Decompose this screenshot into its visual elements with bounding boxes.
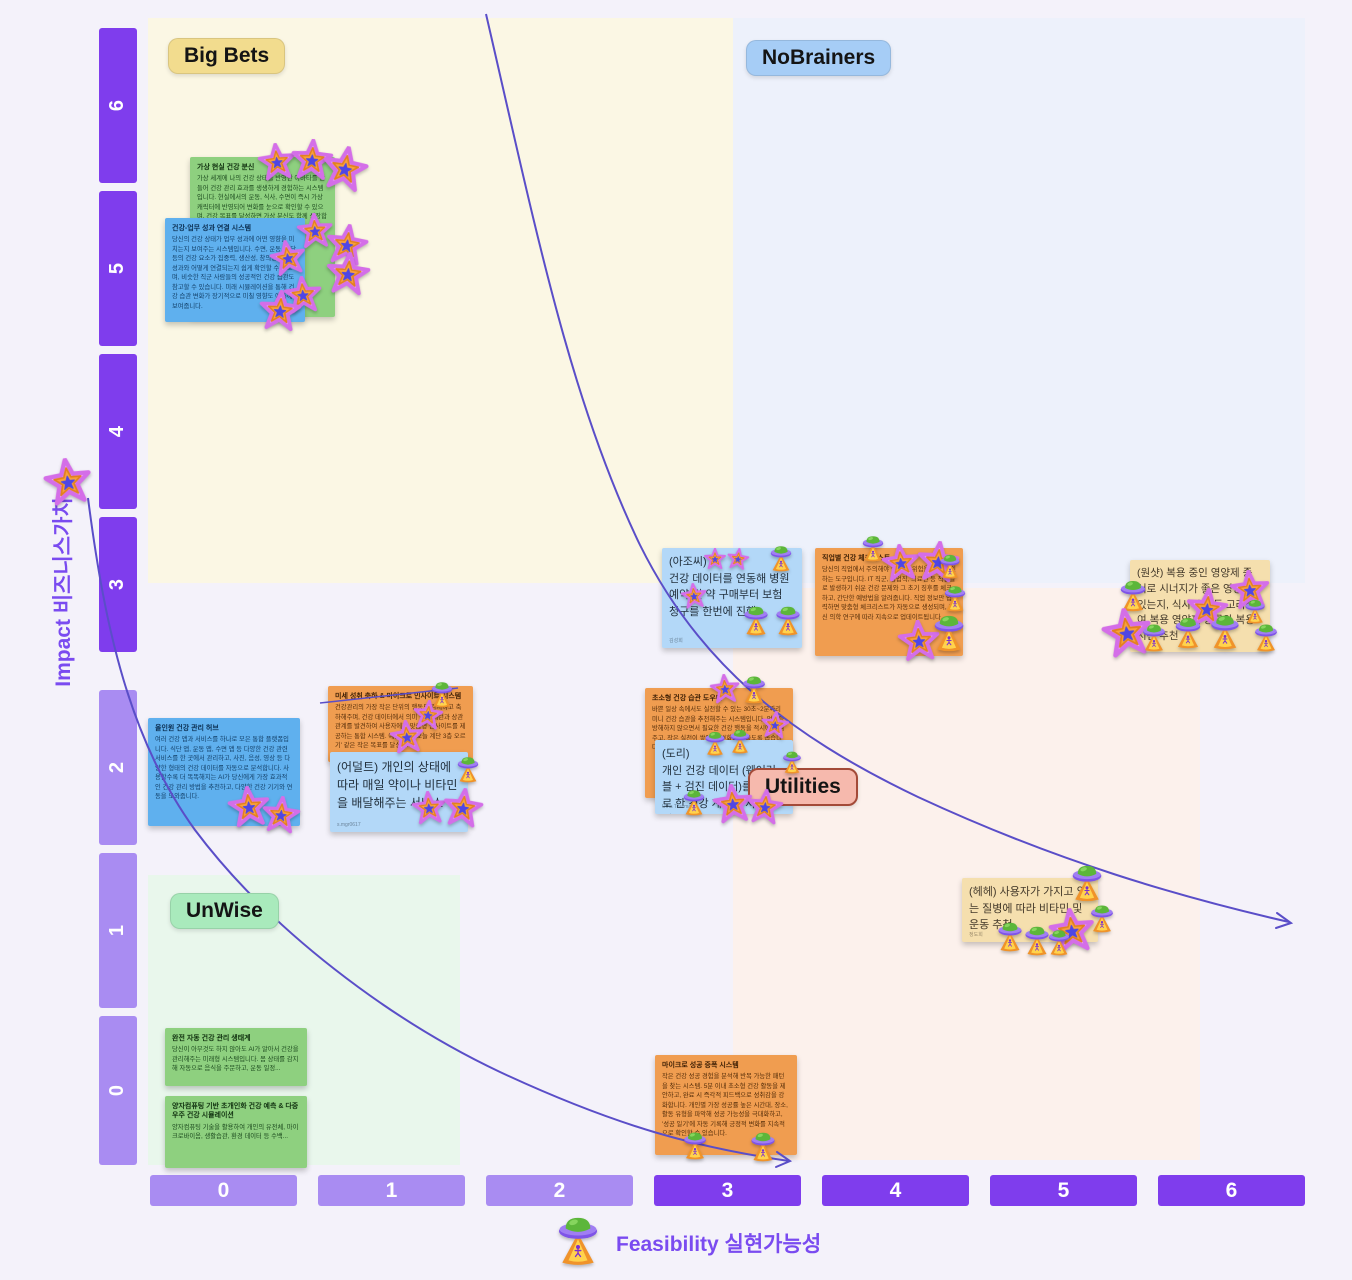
sticky-note-quantum[interactable]: 양자컴퓨팅 기반 초개인화 건강 예측 & 다중우주 건강 시뮬레이션 양자컴퓨… [165, 1096, 307, 1168]
note-title: 가상 현실 건강 분신 [197, 164, 255, 171]
star-sticker-icon[interactable] [324, 249, 372, 298]
impact-star-icon [41, 455, 95, 509]
ufo-sticker-icon[interactable] [746, 1128, 780, 1162]
note-body: 가상 세계에 나의 건강 상태를 반영한 아바타를 만들어 건강 관리 효과를 … [197, 175, 327, 229]
y-axis-tick-0: 0 [99, 1016, 137, 1165]
note-title: 양자컴퓨팅 기반 초개인화 건강 예측 & 다중우주 건강 시뮬레이션 [172, 1103, 299, 1120]
ufo-sticker-icon[interactable] [738, 672, 770, 704]
y-axis-tick-3: 3 [99, 517, 137, 652]
ufo-sticker-icon[interactable] [726, 726, 754, 754]
y-axis-tick-5: 5 [99, 191, 137, 346]
ufo-sticker-icon[interactable] [1138, 620, 1170, 652]
quadrant-nobrainers-area [733, 18, 1305, 583]
impact-axis-title: Impact 비즈니스가치 [52, 497, 75, 687]
quadrant-utilities-area [733, 588, 1200, 1160]
star-sticker-icon[interactable] [388, 718, 426, 755]
x-axis-tick-5: 5 [990, 1175, 1137, 1206]
note-author: 정도희 [969, 932, 983, 938]
note-title: 건강-업무 성과 연결 시스템 [172, 225, 252, 232]
ufo-sticker-icon[interactable] [739, 602, 773, 636]
note-body: 양자컴퓨팅 기술을 활용하여 개인의 유전체, 마이크로바이옴, 생활습관, 환… [172, 1123, 299, 1141]
x-axis-tick-3: 3 [654, 1175, 801, 1206]
x-axis-tick-0: 0 [150, 1175, 297, 1206]
ufo-sticker-icon[interactable] [1044, 926, 1074, 956]
x-axis-tick-6: 6 [1158, 1175, 1305, 1206]
star-sticker-icon[interactable] [760, 709, 791, 741]
note-title: 마이크로 성공 증폭 시스템 [662, 1062, 739, 1069]
y-axis-tick-1: 1 [99, 853, 137, 1008]
ufo-sticker-icon[interactable] [940, 582, 970, 612]
ufo-sticker-icon[interactable] [771, 602, 805, 636]
star-sticker-icon[interactable] [704, 548, 726, 570]
y-axis-tick-2: 2 [99, 690, 137, 845]
feasibility-axis-title: Feasibility 실현가능성 [616, 1233, 822, 1256]
ufo-sticker-icon[interactable] [766, 542, 796, 572]
star-sticker-icon[interactable] [260, 794, 302, 836]
star-sticker-icon[interactable] [708, 672, 742, 706]
star-sticker-icon[interactable] [725, 546, 751, 572]
ufo-sticker-icon[interactable] [936, 551, 964, 579]
star-sticker-icon[interactable] [318, 142, 371, 195]
note-title: 올인원 건강 관리 허브 [155, 725, 219, 732]
note-title: 완전 자동 건강 관리 생태계 [172, 1035, 251, 1042]
label-nobrainers[interactable]: NoBrainers [746, 40, 892, 76]
ufo-sticker-icon[interactable] [679, 786, 709, 816]
x-axis-tick-4: 4 [822, 1175, 969, 1206]
note-author: 김성회 [669, 638, 683, 644]
star-sticker-icon[interactable] [679, 581, 709, 611]
feasibility-ufo-icon [550, 1210, 606, 1266]
ufo-sticker-icon[interactable] [1250, 620, 1282, 652]
note-body: 여러 건강 앱과 서비스를 하나로 모은 통합 플랫폼입니다. 식단 앱, 운동… [155, 736, 293, 801]
note-author: s.mgr0617 [337, 822, 361, 828]
star-sticker-icon[interactable] [257, 288, 303, 334]
ufo-sticker-icon[interactable] [679, 1128, 711, 1160]
ufo-sticker-icon[interactable] [1170, 613, 1206, 649]
ufo-sticker-icon[interactable] [928, 610, 970, 652]
star-sticker-icon[interactable] [745, 787, 785, 827]
label-big-bets[interactable]: Big Bets [168, 38, 286, 74]
ufo-sticker-icon[interactable] [701, 728, 729, 756]
sticky-note-auto-eco[interactable]: 완전 자동 건강 관리 생태계 당신이 아무것도 하지 않아도 AI가 알아서 … [165, 1028, 307, 1086]
y-axis-tick-6: 6 [99, 28, 137, 183]
ufo-sticker-icon[interactable] [779, 748, 805, 774]
note-body: 당신이 아무것도 하지 않아도 AI가 알아서 건강을 관리해주는 미래형 시스… [172, 1046, 299, 1073]
star-sticker-icon[interactable] [267, 237, 309, 279]
x-axis-tick-2: 2 [486, 1175, 633, 1206]
ufo-sticker-icon[interactable] [1066, 860, 1108, 902]
ufo-sticker-icon[interactable] [1205, 610, 1245, 650]
star-sticker-icon[interactable] [441, 785, 486, 831]
x-axis-tick-1: 1 [318, 1175, 465, 1206]
ufo-sticker-icon[interactable] [453, 753, 483, 783]
label-unwise[interactable]: UnWise [170, 893, 279, 929]
y-axis-tick-4: 4 [99, 354, 137, 509]
